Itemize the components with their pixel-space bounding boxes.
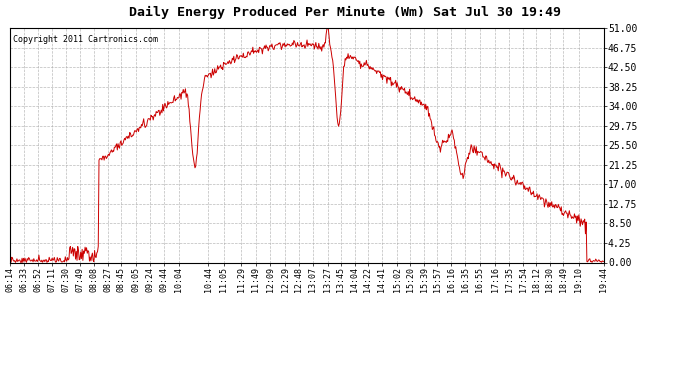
Text: Daily Energy Produced Per Minute (Wm) Sat Jul 30 19:49: Daily Energy Produced Per Minute (Wm) Sa… (129, 6, 561, 19)
Text: Copyright 2011 Cartronics.com: Copyright 2011 Cartronics.com (13, 35, 158, 44)
